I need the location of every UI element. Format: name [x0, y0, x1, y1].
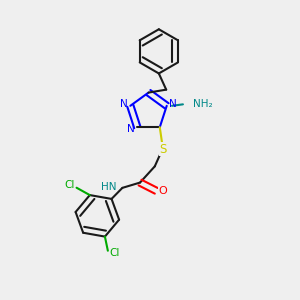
Text: HN: HN	[101, 182, 116, 192]
Text: Cl: Cl	[110, 248, 120, 258]
Text: O: O	[158, 186, 167, 196]
Text: N: N	[127, 124, 135, 134]
Text: S: S	[160, 143, 167, 156]
Text: N: N	[169, 99, 177, 109]
Text: N: N	[120, 99, 128, 109]
Text: NH₂: NH₂	[193, 99, 212, 109]
Text: Cl: Cl	[64, 180, 75, 190]
